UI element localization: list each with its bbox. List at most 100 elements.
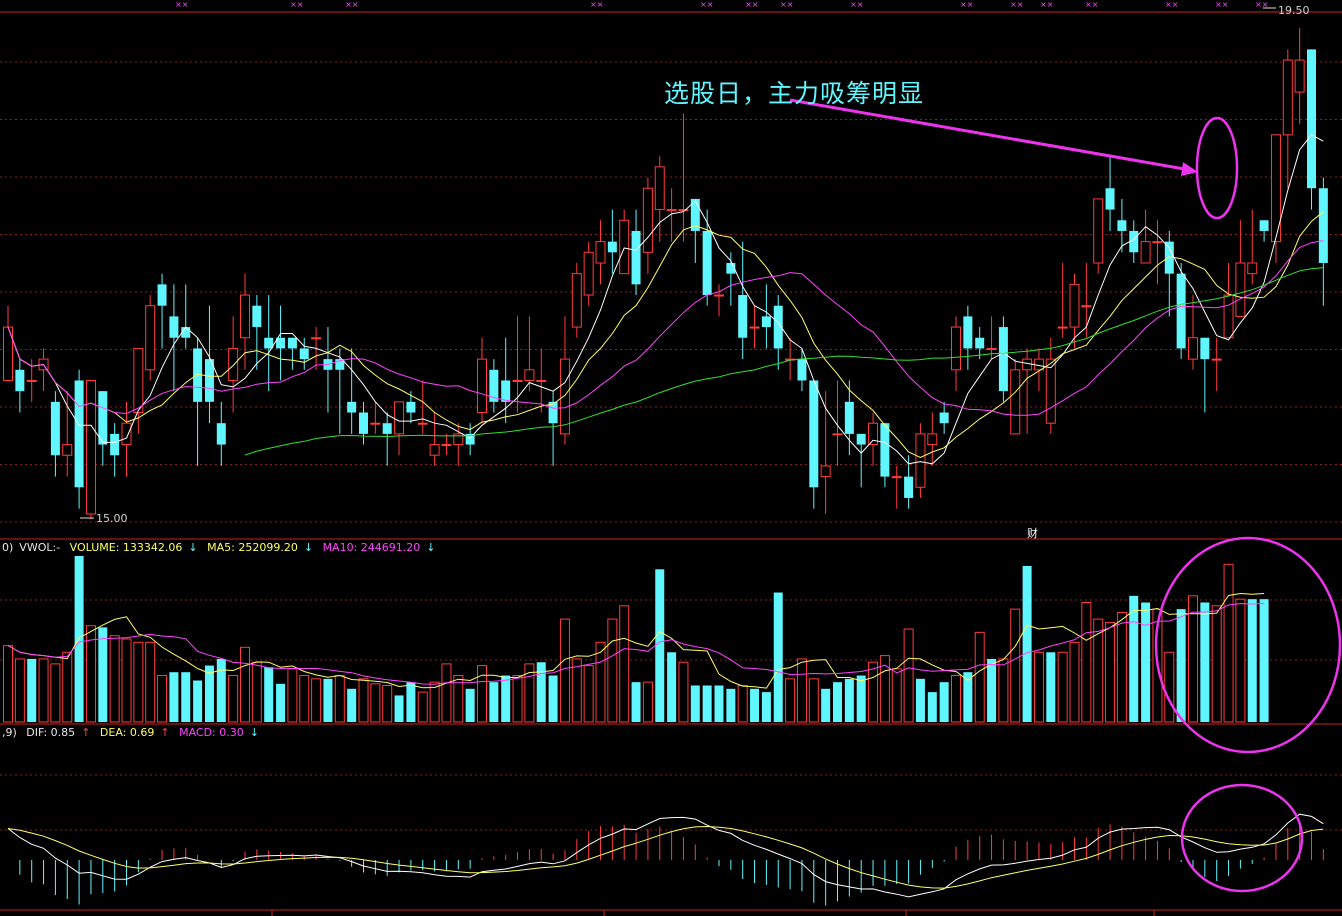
volume-bar <box>607 618 618 723</box>
period-marker: ×× <box>290 0 303 9</box>
up-arrow-icon: ↑ <box>81 726 91 739</box>
volume-bar <box>1259 599 1269 722</box>
candle-body <box>299 348 309 360</box>
volume-bar <box>358 678 369 723</box>
volume-bar <box>501 675 511 722</box>
volume-bar <box>690 685 700 722</box>
candle-body <box>62 444 73 456</box>
volume-bar <box>536 662 546 722</box>
volume-bar <box>334 675 345 723</box>
period-marker: ×× <box>1010 0 1023 9</box>
candle-body <box>927 433 938 446</box>
candle-body <box>1282 59 1293 136</box>
volume-bar <box>678 661 689 723</box>
volume-value: VOLUME: 133342.06 <box>69 541 183 554</box>
volume-bar <box>987 658 997 722</box>
volume-bar <box>382 684 393 723</box>
volume-bar <box>311 678 322 723</box>
candle-body <box>477 358 487 414</box>
volume-bar <box>655 569 665 722</box>
volume-bar <box>1129 595 1139 722</box>
candle-body <box>820 465 831 478</box>
volume-bar <box>1046 652 1056 722</box>
volume-bar <box>228 675 239 723</box>
volume-bar <box>347 688 357 722</box>
volume-ma10: MA10: 244691.20 <box>322 541 421 554</box>
volume-bar <box>821 688 831 722</box>
candle-body <box>595 241 606 264</box>
candle-body <box>429 444 440 456</box>
candle-body <box>1294 59 1305 93</box>
candle-body <box>453 433 464 446</box>
volume-bar <box>50 663 61 723</box>
volume-bar <box>193 680 203 722</box>
candle-body <box>1176 273 1186 349</box>
candle-body <box>121 422 132 446</box>
candle-body <box>726 262 736 274</box>
volume-bar <box>1141 602 1151 722</box>
period-marker: ×× <box>1215 0 1228 9</box>
volume-bar <box>1235 598 1246 723</box>
volume-bar <box>85 625 96 723</box>
volume-ma5: MA5: 252099.20 <box>207 541 298 554</box>
candle-body <box>1307 49 1316 189</box>
volume-bar <box>856 675 866 722</box>
candle-body <box>548 401 558 424</box>
candle-body <box>702 230 712 296</box>
candle-body <box>1140 241 1151 264</box>
volume-bar <box>240 646 250 723</box>
candle-body <box>714 294 724 297</box>
candle-body <box>1247 262 1258 275</box>
volume-bar <box>145 641 156 723</box>
candle-body <box>74 380 84 488</box>
volume-bar <box>737 684 748 723</box>
period-marker: ×× <box>700 0 713 9</box>
volume-bar <box>133 641 144 723</box>
ma60-line <box>244 267 1324 456</box>
candle-body <box>963 316 973 349</box>
candle-body <box>559 358 570 435</box>
candle-body <box>761 316 771 328</box>
candle-body <box>169 316 179 338</box>
macd-highlight-ellipse <box>1180 783 1304 893</box>
candle-body <box>844 401 854 434</box>
candle-body <box>690 198 700 231</box>
period-marker: ×× <box>1040 0 1053 9</box>
down-arrow-icon: ↓ <box>303 541 314 554</box>
candle-body <box>157 284 167 306</box>
candle-body <box>583 251 594 296</box>
candle-body <box>1010 369 1021 435</box>
volume-bar <box>631 682 641 722</box>
volume-bar <box>903 628 914 723</box>
candle-body <box>465 433 475 445</box>
candle-body <box>252 305 262 328</box>
volume-bar <box>489 682 499 722</box>
candle-body <box>1081 305 1092 308</box>
candle-body <box>607 241 617 253</box>
candle-body <box>666 209 677 212</box>
candle-body <box>678 209 689 212</box>
volume-bar <box>939 682 949 722</box>
volume-bar <box>974 631 985 723</box>
volume-bar <box>1057 651 1068 723</box>
volume-prefix: 0) <box>2 541 14 554</box>
macd-dea: DEA: 0.69 <box>99 726 155 739</box>
candle-body <box>536 379 547 382</box>
candle-body <box>738 295 748 338</box>
candle-body <box>335 359 345 370</box>
candle-body <box>359 412 368 434</box>
volume-bar <box>619 605 630 723</box>
ma20-line <box>7 240 1324 416</box>
down-arrow-icon: ↓ <box>426 541 436 554</box>
candle-body <box>181 327 191 338</box>
candle-body <box>311 337 322 340</box>
volume-bar <box>121 638 132 723</box>
candle-body <box>382 423 392 434</box>
candle-body <box>1164 241 1174 274</box>
period-marker: ×× <box>1085 0 1098 9</box>
volume-bar <box>951 675 961 723</box>
volume-bar <box>702 685 712 722</box>
volume-bar <box>1200 602 1210 722</box>
event-marker: 财 <box>1027 527 1038 540</box>
period-marker: ×× <box>960 0 973 9</box>
